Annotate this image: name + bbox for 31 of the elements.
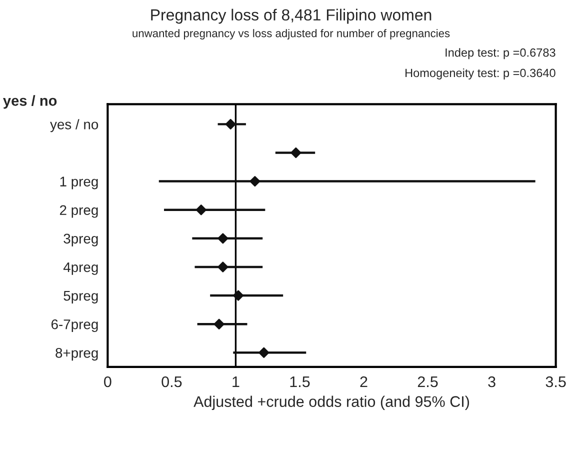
point (214, 318, 224, 330)
x-tick-label: 0.5 (162, 376, 182, 388)
y-tick-label: 6-7preg (51, 319, 98, 332)
x-axis-title: Adjusted +crude odds ratio (and 95% CI) (194, 396, 470, 410)
y-tick-label: 1 preg (60, 176, 98, 190)
x-tick-label: 0 (104, 376, 112, 388)
y-tick-label: yes / no (50, 119, 98, 132)
y-tick-label: 5preg (64, 291, 98, 304)
y-tick-label: 3preg (64, 234, 98, 246)
chart-title: Pregnancy loss of 8,481 Filipino women (151, 8, 432, 24)
text: yes / no (3, 95, 57, 109)
x-tick-label: 3 (488, 376, 496, 388)
y-tick-label: 4preg (63, 262, 98, 275)
point (196, 204, 206, 216)
x-tick-label: 1 (232, 376, 240, 388)
x-tick-label: 2.5 (418, 376, 438, 388)
point (250, 176, 260, 187)
chart-subtitle: unwanted pregnancy vs loss adjusted for number of pregnancies (132, 29, 450, 40)
y-tick-label: 8+preg (56, 348, 98, 361)
point (218, 262, 228, 272)
point (218, 233, 228, 244)
point (225, 118, 236, 130)
text: Indep test: p =0.6783 (446, 48, 556, 60)
point (290, 147, 302, 158)
y-tick-label: 2 preg (60, 205, 98, 218)
x-tick-label: 1.5 (290, 376, 310, 388)
point (258, 347, 270, 358)
x-tick-label: 2 (360, 376, 368, 388)
point (232, 290, 244, 301)
x-tick-label: 3.5 (546, 376, 566, 388)
text: Homogeneity test: p =0.3640 (406, 68, 556, 80)
